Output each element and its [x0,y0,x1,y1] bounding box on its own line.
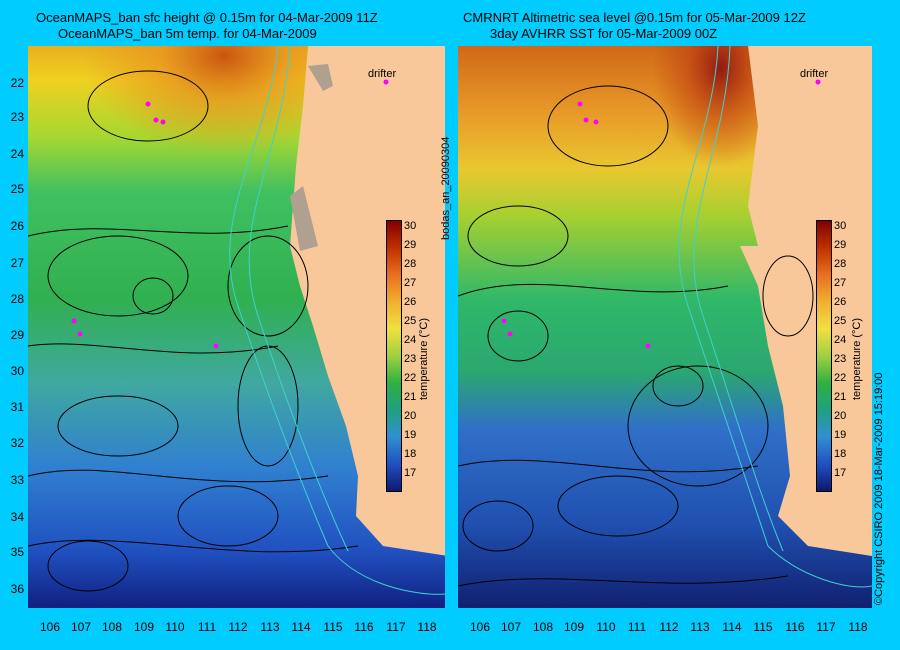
right-colorbar [816,220,832,492]
x-label: 116 [785,620,805,634]
x-label: 106 [39,620,61,634]
y-label: 26 [10,219,24,233]
colorbar-tick: 19 [834,429,847,441]
right-drifter-legend: drifter [800,68,829,80]
colorbar-tick: 18 [404,448,417,460]
colorbar-tick: 20 [404,410,417,422]
y-label: 36 [10,582,24,596]
right-contours [458,85,814,587]
left-title-line2: OceanMAPS_ban 5m temp. for 04-Mar-2009 [58,26,317,41]
x-label: 112 [659,620,679,634]
colorbar-tick: 18 [834,448,847,460]
right-title-line2: 3day AVHRR SST for 05-Mar-2009 00Z [490,26,718,41]
colorbar-tick: 25 [404,315,417,327]
colorbar-tick: 22 [404,372,417,384]
right-isobaths [678,46,872,588]
colorbar-tick: 23 [834,353,847,365]
x-label: 118 [417,620,437,634]
x-label: 116 [354,620,374,634]
colorbar-tick: 28 [404,258,417,270]
right-title-line1: CMRNRT Altimetric sea level @0.15m for 0… [463,10,806,25]
colorbar-tick: 19 [404,429,417,441]
colorbar-tick: 21 [834,391,847,403]
y-label: 35 [10,545,24,559]
right-colorbar-label: temperature (°C) [851,317,863,400]
colorbar-tick: 29 [834,239,847,251]
colorbar-tick: 27 [404,277,417,289]
x-label: 114 [291,620,311,634]
right-warm-pool [608,46,758,266]
left-land-gray [290,64,333,251]
x-label: 114 [722,620,742,634]
left-map-panel [28,46,445,608]
colorbar-tick: 23 [404,353,417,365]
right-drifters [501,79,821,349]
left-ocean-field [28,46,445,608]
run-id-label: bodas_an_20090304 [440,136,452,240]
colorbar-tick: 21 [404,391,417,403]
x-label: 111 [627,620,647,634]
copyright-label: ©Copyright CSIRO 2009 18-Mar-2009 15:19:… [873,372,885,605]
left-colorbar [386,220,402,492]
colorbar-tick: 17 [404,467,417,479]
x-label: 110 [596,620,616,634]
y-label: 24 [10,147,24,161]
colorbar-tick: 24 [404,334,417,346]
x-label: 113 [260,620,280,634]
left-drifters [71,79,389,349]
colorbar-tick: 20 [834,410,847,422]
left-drifter-legend: drifter [368,68,397,80]
colorbar-tick: 30 [834,220,847,232]
x-label: 111 [197,620,217,634]
y-label: 23 [10,110,24,124]
colorbar-tick: 28 [834,258,847,270]
x-label: 106 [469,620,491,634]
colorbar-tick: 29 [404,239,417,251]
x-label: 108 [101,620,123,634]
colorbar-tick: 25 [834,315,847,327]
x-label: 112 [228,620,248,634]
colorbar-tick: 17 [834,467,847,479]
y-label: 27 [10,256,24,270]
left-colorbar-label: temperature (°C) [418,317,430,400]
x-label: 117 [816,620,836,634]
x-label: 113 [690,620,710,634]
y-label: 30 [10,364,24,378]
colorbar-tick: 26 [834,296,847,308]
y-label: 34 [10,510,24,524]
x-label: 110 [165,620,185,634]
right-map-graphic [458,46,872,608]
y-label: 29 [10,328,24,342]
x-label: 118 [848,620,868,634]
x-label: 107 [500,620,522,634]
x-label: 107 [70,620,92,634]
x-label: 108 [532,620,554,634]
y-label: 32 [10,436,24,450]
left-title-line1: OceanMAPS_ban sfc height @ 0.15m for 04-… [36,10,378,25]
x-label: 115 [323,620,343,634]
y-label: 22 [10,76,24,90]
colorbar-tick: 30 [404,220,417,232]
y-label: 28 [10,292,24,306]
right-map-panel [458,46,872,608]
left-map-graphic [28,46,445,608]
y-label: 31 [10,400,24,414]
right-ocean-field [458,46,872,608]
left-contours [28,70,359,592]
x-label: 109 [133,620,155,634]
left-isobaths [229,46,445,595]
x-label: 117 [386,620,406,634]
colorbar-tick: 27 [834,277,847,289]
y-label: 33 [10,473,24,487]
x-label: 115 [753,620,773,634]
colorbar-tick: 26 [404,296,417,308]
x-label: 109 [563,620,585,634]
colorbar-tick: 24 [834,334,847,346]
y-label: 25 [10,182,24,196]
colorbar-tick: 22 [834,372,847,384]
